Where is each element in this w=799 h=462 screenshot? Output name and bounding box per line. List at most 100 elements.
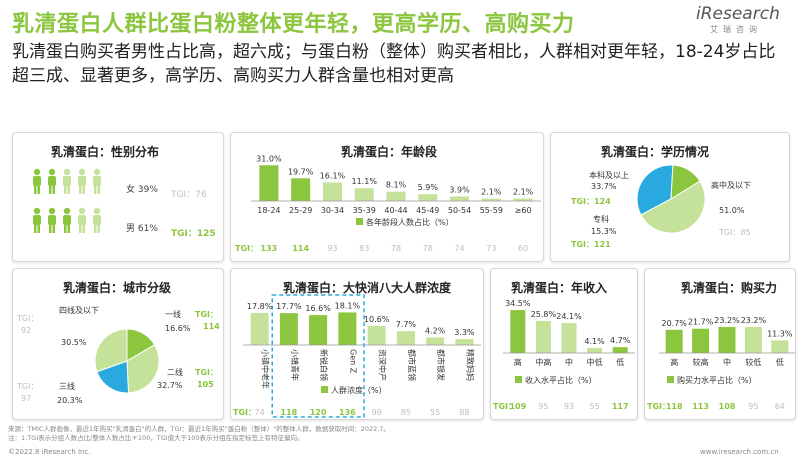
slice-tgi: TGI：85	[718, 228, 751, 237]
gender-panel: 乳清蛋白：性别分布 女 39% TGI：76 男 61% TGI：125	[12, 132, 224, 262]
bar-3	[744, 327, 762, 353]
tgi-value: 117	[612, 402, 629, 411]
category-label: 中	[565, 357, 573, 367]
bar-0	[665, 329, 683, 353]
consumer-panel: 乳清蛋白：大快消八大人群浓度 17.8% 小镇中老年 74 17.7% 小镇青年 118 1…	[230, 268, 484, 420]
logo-text: iResearch	[696, 4, 780, 24]
bar-value-label: 16.1%	[320, 171, 346, 180]
bar-value-label: 21.7%	[688, 318, 714, 327]
tgi-value: 55	[590, 402, 600, 411]
female-icons	[33, 168, 101, 194]
bar-value-label: 20.7%	[661, 319, 687, 328]
tgi-value: 113	[692, 402, 709, 411]
bar-value-label: 24.1%	[556, 312, 582, 321]
category-label: 18-24	[257, 206, 280, 215]
bar-value-label: 4.7%	[610, 336, 631, 345]
female-person-icon	[63, 168, 71, 194]
bar-2	[309, 315, 328, 345]
slice-value: 51.0%	[719, 206, 745, 215]
bar-value-label: 3.9%	[449, 186, 470, 195]
male-person-icon	[93, 207, 101, 233]
tgi-value: 118	[666, 402, 683, 411]
tgi-value: 55	[430, 408, 440, 417]
tgi-value: 83	[359, 244, 369, 253]
category-label: ≥60	[515, 206, 532, 215]
tgi-value: 85	[401, 408, 411, 417]
category-label: 新锐白领	[319, 349, 329, 381]
slice-tgi: TGI：124	[571, 197, 611, 206]
source-note: 来源：TMIC人群画像，最近1年购买"乳清蛋白"的人群，TGI：最近1年购买"蛋…	[8, 425, 390, 433]
bar-value-label: 25.8%	[531, 310, 557, 319]
category-label: 高	[670, 357, 678, 367]
bar-3	[338, 312, 357, 345]
tgi-value: 78	[391, 244, 401, 253]
female-tgi: TGI：76	[171, 190, 207, 200]
city-panel: 乳清蛋白：城市分级 一线 16.6% TGI： 114 二线 32.7% TGI： 105 三线…	[12, 268, 224, 420]
pie-slice-2	[640, 180, 706, 234]
bar-2	[322, 182, 342, 201]
male-person-icon	[48, 207, 56, 233]
tgi-value: 136	[339, 408, 356, 417]
male-person-icon	[33, 207, 41, 233]
bar-2	[718, 327, 736, 353]
bar-value-label: 23.2%	[714, 316, 740, 325]
bar-8	[513, 198, 533, 201]
age-panel: 乳清蛋白：年龄段 31.0% 18-24 133 19.7% 25-29 114 16.1%…	[230, 132, 544, 262]
category-label: 35-39	[353, 206, 376, 215]
purchase-panel: 乳清蛋白：购买力 20.7% 高 118 21.7% 较高 113 23.2% 中 108 23.…	[644, 268, 796, 420]
category-label: 较高	[693, 357, 709, 367]
bar-4	[612, 347, 628, 353]
category-label: Gen Z	[348, 349, 357, 374]
pie-slice-1	[126, 344, 160, 394]
consumer-title: 乳清蛋白：大快消八大人群浓度	[283, 281, 452, 295]
gender-title: 乳清蛋白：性别分布	[51, 145, 160, 159]
tgi-value: 74	[255, 408, 265, 417]
bar-value-label: 16.6%	[305, 304, 331, 313]
category-label: 25-29	[289, 206, 312, 215]
bar-4	[367, 325, 386, 345]
legend-label: 各年龄段人数占比（%）	[366, 217, 454, 227]
slice-tgi: TGI：	[195, 368, 218, 377]
bar-2	[561, 323, 577, 353]
bar-5	[396, 331, 415, 345]
tgi-value: 93	[327, 244, 337, 253]
category-label: 资深中产	[378, 349, 388, 381]
category-label: 精致妈妈	[465, 349, 475, 381]
bar-1	[279, 313, 298, 345]
slice-tgi: 97	[21, 394, 31, 403]
tgi-value: 88	[459, 408, 469, 417]
tgi-value: 99	[372, 408, 382, 417]
slice-value: 15.3%	[591, 227, 617, 236]
bar-value-label: 11.3%	[767, 329, 793, 338]
bar-1	[535, 320, 551, 353]
category-label: 低	[776, 357, 784, 367]
female-person-icon	[33, 168, 41, 194]
footer-notes: 来源：TMIC人群画像，最近1年购买"乳清蛋白"的人群，TGI：最近1年购买"蛋…	[8, 425, 390, 443]
bar-value-label: 4.1%	[584, 337, 605, 346]
legend-swatch	[515, 376, 522, 383]
highlight-box	[271, 294, 365, 418]
tgi-note: 注：1.TGI表示分组人数占比/整体人数占比＊100，TGI值大于100表示分组…	[8, 434, 304, 442]
slice-name: 四线及以下	[59, 305, 99, 315]
tgi-value: 114	[292, 244, 309, 253]
bar-6	[450, 196, 470, 201]
tgi-label: TGI：	[233, 408, 256, 417]
pie-slice-3	[94, 328, 128, 373]
tgi-value: 73	[486, 244, 496, 253]
category-label: 都市银发	[436, 349, 446, 381]
bar-value-label: 17.8%	[247, 302, 273, 311]
female-person-icon	[93, 168, 101, 194]
category-label: 50-54	[448, 206, 471, 215]
category-label: 中	[723, 357, 731, 367]
iresearch-logo: iResearch 艾瑞咨询	[696, 4, 796, 44]
category-label: 中高	[535, 357, 551, 367]
website: www.iresearch.com.cn	[700, 448, 779, 456]
category-label: 30-34	[321, 206, 344, 215]
bar-value-label: 2.1%	[481, 188, 502, 197]
bar-value-label: 31.0%	[256, 154, 282, 163]
category-label: 低	[616, 357, 624, 367]
tgi-value: 93	[564, 402, 574, 411]
consumer-chart: 17.8% 小镇中老年 74 17.7% 小镇青年 118 16.6% 新锐白领 120 18.1…	[233, 294, 481, 418]
slice-value: 32.7%	[157, 381, 183, 390]
tgi-value: 108	[719, 402, 736, 411]
